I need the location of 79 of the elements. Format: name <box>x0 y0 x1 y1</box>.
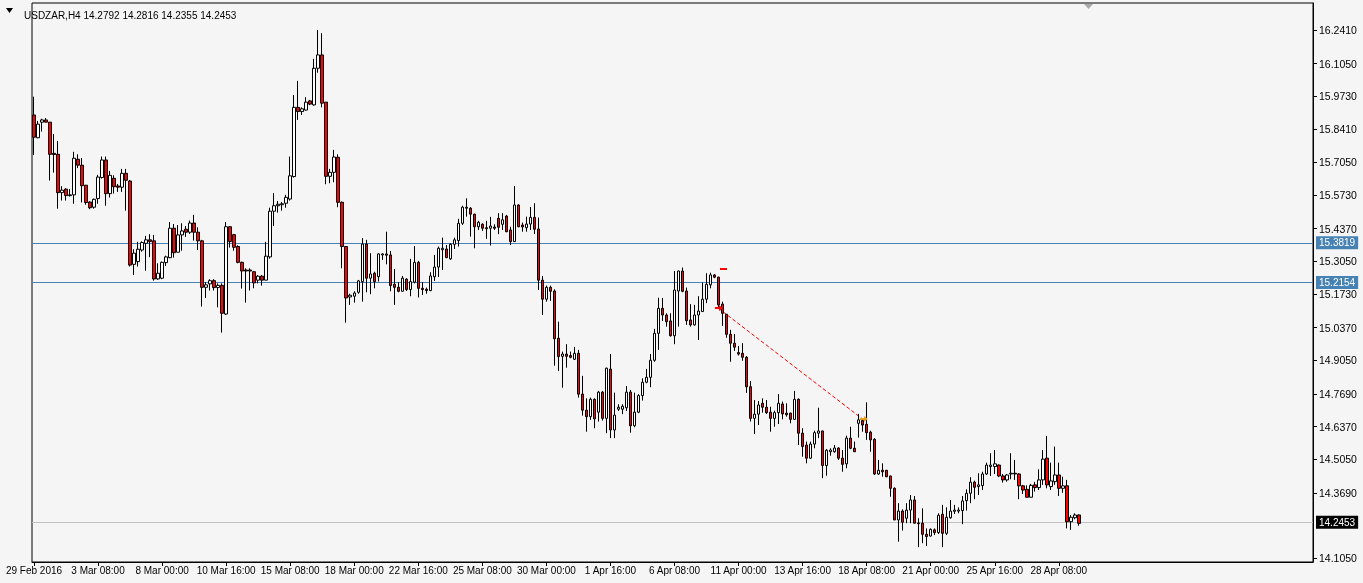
x-tick-label: 11 Apr 00:00 <box>710 564 767 576</box>
candlestick <box>80 157 84 204</box>
candlestick <box>256 274 260 284</box>
x-tick-label: 1 Apr 16:00 <box>584 564 637 576</box>
y-tick-label: 14.7690 <box>1319 387 1358 400</box>
ref-line-label: 14.2453 <box>1319 516 1356 528</box>
candlestick <box>553 288 556 367</box>
candlestick <box>1065 479 1069 529</box>
candlestick <box>304 96 308 112</box>
candlestick <box>361 237 364 303</box>
candlestick <box>857 413 860 439</box>
candlestick <box>152 234 156 282</box>
candlestick <box>673 270 676 345</box>
candlestick <box>737 345 740 357</box>
candlestick <box>881 462 884 478</box>
y-tick-label: 15.4370 <box>1319 222 1358 235</box>
candlestick <box>777 393 780 425</box>
candlestick <box>977 472 980 496</box>
candlestick <box>497 212 500 235</box>
candlestick <box>529 206 532 231</box>
y-tick-label: 15.7050 <box>1319 156 1358 169</box>
x-tick-label: 22 Mar 16:00 <box>388 564 449 576</box>
ref-line-label: 15.3819 <box>1319 237 1356 249</box>
candlestick <box>629 389 632 434</box>
y-tick-label: 14.1050 <box>1319 552 1358 565</box>
candlestick <box>48 121 52 182</box>
candlestick <box>617 403 620 412</box>
x-tick-label: 18 Mar 00:00 <box>324 564 385 576</box>
candlestick <box>252 270 256 289</box>
candlestick <box>609 353 612 439</box>
y-tick-label: 14.9050 <box>1319 354 1358 367</box>
candlestick <box>172 223 176 259</box>
x-tick-label: 6 Apr 08:00 <box>648 564 701 576</box>
candlestick <box>1009 452 1013 480</box>
candlestick <box>953 504 956 515</box>
x-tick-label: 25 Mar 08:00 <box>452 564 513 576</box>
candlestick <box>1045 435 1049 489</box>
candlestick <box>513 185 516 243</box>
x-tick-label: 3 Mar 08:00 <box>71 564 126 576</box>
x-tick-label: 15 Mar 08:00 <box>260 564 321 576</box>
candlestick <box>1077 513 1081 527</box>
x-tick-label: 8 Mar 00:00 <box>135 564 190 576</box>
y-tick-label: 15.8410 <box>1319 122 1358 135</box>
candlestick <box>921 507 924 544</box>
candlestick <box>180 222 184 252</box>
candlestick <box>104 156 108 207</box>
y-tick-label: 15.9730 <box>1319 90 1358 103</box>
y-tick-label: 14.6370 <box>1319 420 1358 433</box>
candlestick <box>144 235 148 272</box>
y-tick-label: 14.3690 <box>1319 486 1358 499</box>
y-tick-label: 15.0370 <box>1319 321 1358 334</box>
y-tick-label: 14.5050 <box>1319 453 1358 466</box>
candlestick <box>72 151 76 205</box>
candlestick <box>1025 484 1029 498</box>
x-tick-label: 28 Apr 08:00 <box>1030 564 1088 576</box>
x-tick-label: 29 Feb 2016 <box>5 564 63 576</box>
candlestick <box>993 449 997 475</box>
x-tick-label: 30 Mar 00:00 <box>516 564 577 576</box>
x-tick-label: 13 Apr 16:00 <box>774 564 832 576</box>
text: USDZAR,H4 14.2792 14.2816 14.2355 14.2453 <box>24 9 237 21</box>
candlestick <box>501 212 504 231</box>
y-tick-label: 15.5730 <box>1319 189 1358 202</box>
candlestick <box>112 174 116 195</box>
candlestick <box>909 494 912 524</box>
x-tick-label: 18 Apr 08:00 <box>838 564 896 576</box>
candlestick <box>64 187 68 202</box>
y-tick-label: 15.3050 <box>1319 255 1358 268</box>
y-tick-label: 15.1730 <box>1319 288 1358 300</box>
ref-line-label: 15.2154 <box>1319 276 1356 288</box>
y-tick-label: 16.2410 <box>1319 23 1358 36</box>
candlestick <box>941 504 944 548</box>
candlestick <box>401 275 404 292</box>
y-tick-label: 16.1050 <box>1319 57 1358 70</box>
x-tick-label: 25 Apr 16:00 <box>966 564 1024 576</box>
candlestick <box>489 216 492 247</box>
candlestick <box>1029 483 1033 498</box>
x-tick-label: 21 Apr 00:00 <box>902 564 960 576</box>
candlestick <box>449 242 452 261</box>
x-tick-label: 10 Mar 16:00 <box>196 564 257 576</box>
